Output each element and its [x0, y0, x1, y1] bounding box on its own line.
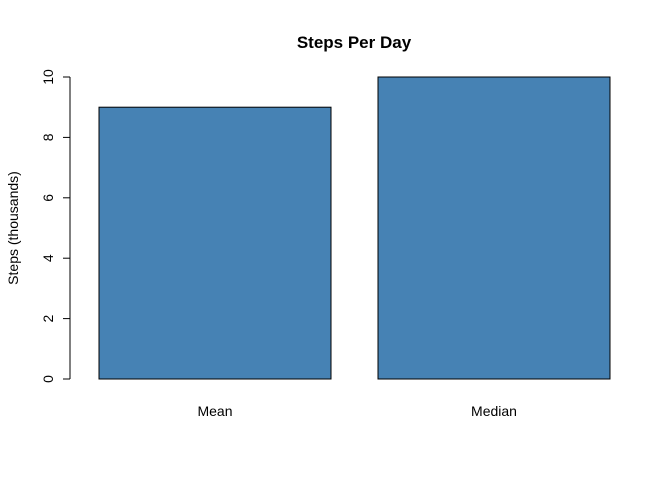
y-tick-label: 8: [40, 133, 56, 141]
y-tick-label: 4: [40, 254, 56, 262]
bar-median: [377, 76, 611, 380]
y-tick-label: 2: [40, 314, 56, 322]
y-tick-label: 10: [40, 69, 56, 85]
x-axis-labels: Mean Median: [197, 403, 516, 419]
chart-title: Steps Per Day: [297, 33, 412, 52]
y-tick-label: 0: [40, 375, 56, 383]
x-category-label: Mean: [197, 403, 232, 419]
bars-group: [98, 76, 611, 380]
x-category-label: Median: [471, 403, 517, 419]
bar-mean: [98, 106, 332, 380]
y-axis-label: Steps (thousands): [5, 171, 21, 285]
y-tick-label: 6: [40, 194, 56, 202]
y-axis: 0 2 4 6 8 10: [40, 69, 71, 383]
